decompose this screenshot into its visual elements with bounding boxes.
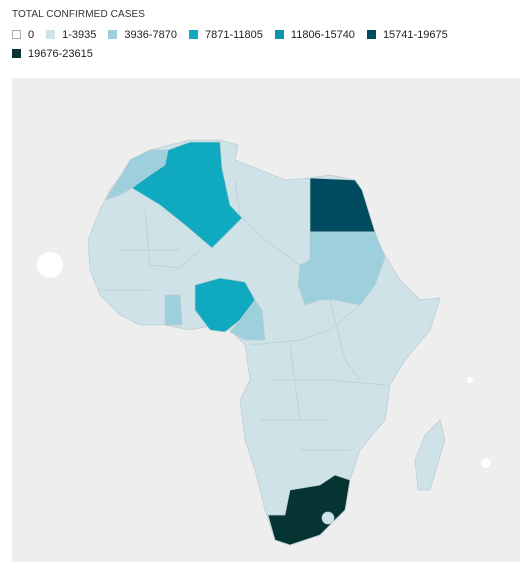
island: [481, 458, 491, 468]
legend-label: 0: [28, 28, 35, 41]
legend-swatch: [274, 30, 284, 39]
legend-swatch: [46, 30, 56, 39]
legend-label: 1-3935: [62, 28, 97, 41]
region: [321, 511, 335, 525]
legend-item: 11806-15740: [274, 28, 355, 41]
legend-swatch: [12, 49, 21, 58]
legend-swatch: [366, 30, 376, 39]
legend-item: 19676-23615: [12, 47, 93, 60]
region: [131, 141, 243, 249]
legend-swatch: [189, 30, 198, 39]
legend-label: 11806-15740: [290, 28, 355, 41]
legend-swatch: [12, 30, 21, 39]
island: [37, 252, 63, 278]
island: [467, 377, 473, 383]
legend-item: 3936-7870: [108, 28, 177, 41]
legend-item: 15741-19675: [366, 28, 448, 41]
map: [12, 78, 520, 562]
legend-label: 19676-23615: [28, 47, 93, 60]
legend-label: 7871-11805: [205, 28, 263, 41]
legend-swatch: [108, 30, 118, 39]
legend-item: 1-3935: [46, 28, 96, 41]
region: [414, 419, 446, 491]
region: [164, 294, 183, 326]
border-lines: [100, 179, 386, 451]
region: [229, 299, 266, 341]
region: [297, 231, 386, 306]
legend-label: 3936-7870: [124, 28, 177, 41]
region: [309, 177, 376, 233]
legend-title: TOTAL CONFIRMED CASES: [12, 9, 146, 20]
legend-label: 15741-19675: [382, 28, 448, 41]
legend-item: 7871-11805: [189, 28, 263, 41]
legend-item: 0: [12, 28, 34, 41]
legend: 0 1-3935 3936-7870 7871-11805 11806-15740 157…: [12, 28, 482, 60]
region: [267, 474, 351, 546]
